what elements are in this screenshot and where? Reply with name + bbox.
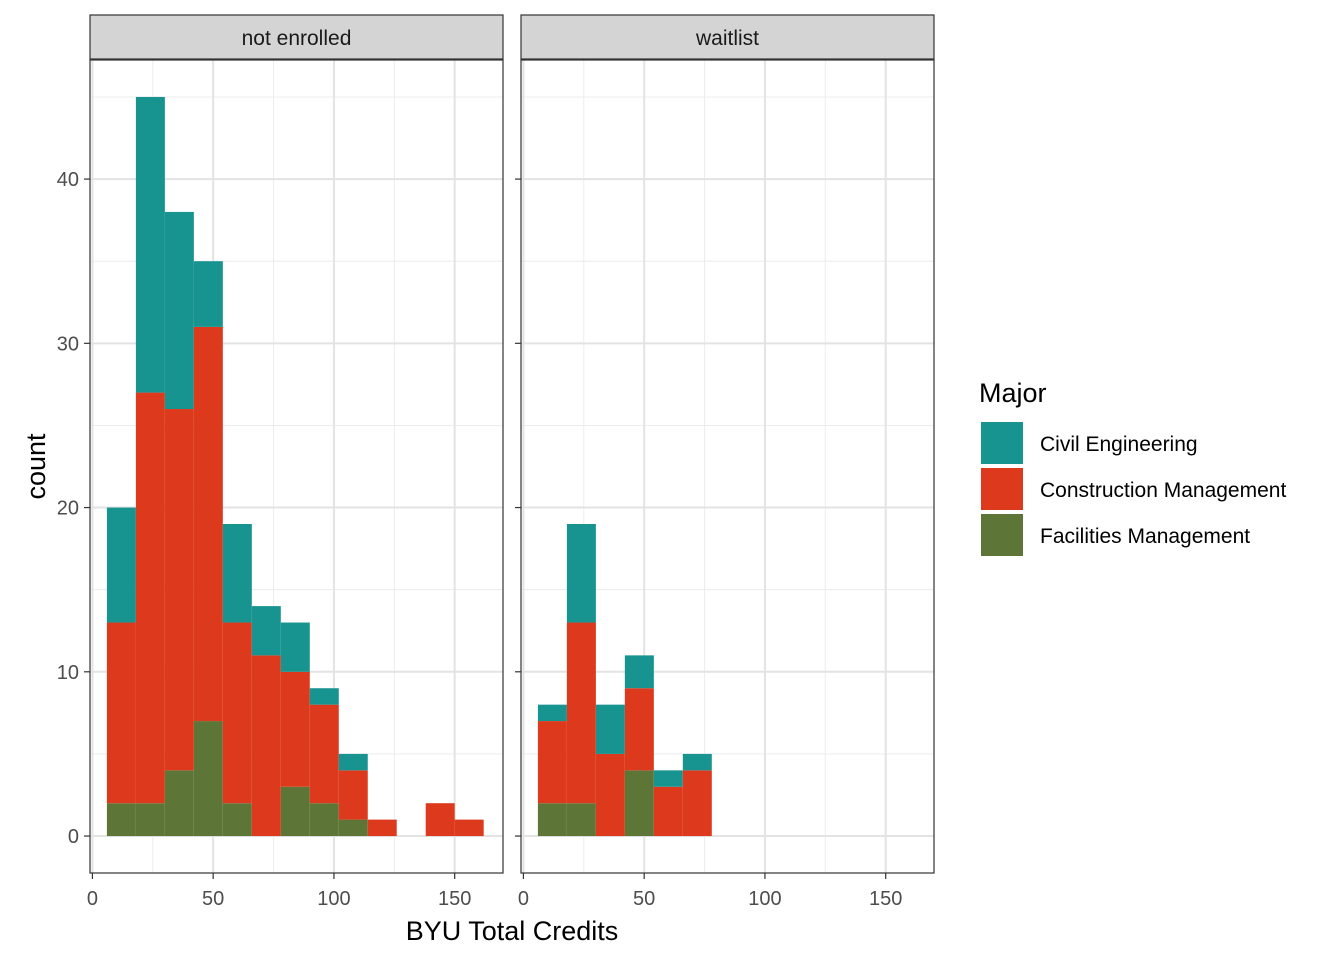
bar-segment	[566, 803, 596, 837]
legend-label: Civil Engineering	[1040, 433, 1198, 456]
bar-segment	[653, 770, 683, 787]
bar-segment	[309, 803, 339, 837]
facet-strip-label: waitlist	[695, 27, 759, 50]
bar-segment	[537, 704, 567, 722]
x-tick-label: 50	[633, 888, 655, 910]
bar-segment	[106, 622, 136, 804]
bar-segment	[280, 671, 310, 787]
bar-segment	[106, 507, 136, 623]
bar-segment	[164, 211, 194, 410]
bar-segment	[454, 819, 484, 837]
bar-segment	[164, 409, 194, 771]
bar-segment	[164, 770, 194, 837]
bar-segment	[682, 753, 712, 771]
bar-segment	[624, 688, 654, 771]
bar-segment	[595, 704, 625, 754]
x-tick-label: 0	[87, 888, 98, 910]
legend-key-2	[981, 468, 1023, 510]
bar-segment	[193, 326, 223, 722]
bar-segment	[193, 261, 223, 327]
bar-segment	[566, 523, 596, 623]
panel-border	[89, 59, 504, 874]
bar-segment	[338, 770, 368, 820]
y-tick-label: 20	[57, 498, 79, 520]
bar-segment	[309, 688, 339, 705]
legend-key-3	[981, 514, 1023, 556]
y-tick-label: 30	[57, 333, 79, 355]
bar-segment	[537, 803, 567, 837]
bar-segment	[425, 803, 455, 837]
bar-segment	[682, 770, 712, 837]
x-axis-title: BYU Total Credits	[406, 916, 619, 946]
bar-segment	[653, 786, 683, 837]
bar-segment	[624, 770, 654, 837]
bar-segment	[193, 721, 223, 837]
bar-segment	[338, 819, 368, 837]
x-tick-label: 0	[518, 888, 529, 910]
bar-segment	[624, 655, 654, 689]
legend-title: Major	[979, 378, 1047, 408]
bar-segment	[309, 704, 339, 804]
bar-segment	[595, 753, 625, 837]
legend-label: Facilities Management	[1040, 525, 1250, 548]
x-tick-label: 100	[317, 888, 350, 910]
bar-segment	[222, 803, 252, 837]
facet-strip	[520, 14, 935, 60]
facet-strip	[89, 14, 504, 60]
x-tick-label: 150	[869, 888, 902, 910]
x-tick-label: 100	[748, 888, 781, 910]
y-tick-label: 0	[68, 826, 79, 848]
bar-segment	[280, 786, 310, 837]
panel-border	[520, 59, 935, 874]
bar-segment	[251, 606, 281, 656]
y-tick-label: 10	[57, 662, 79, 684]
legend-label: Construction Management	[1040, 479, 1286, 502]
bar-segment	[566, 622, 596, 804]
bar-segment	[135, 803, 165, 837]
x-tick-label: 50	[202, 888, 224, 910]
bar-segment	[135, 392, 165, 804]
bar-segment	[280, 622, 310, 672]
bar-segment	[251, 655, 281, 837]
facet-strip-label: not enrolled	[242, 27, 352, 50]
y-axis-title: count	[21, 433, 51, 500]
bar-segment	[367, 819, 397, 837]
bar-segment	[338, 753, 368, 771]
bar-segment	[537, 721, 567, 804]
bar-segment	[222, 622, 252, 804]
bar-segment	[222, 523, 252, 623]
legend-key-1	[981, 422, 1023, 464]
bar-segment	[135, 96, 165, 393]
bar-segment	[106, 803, 136, 837]
x-tick-label: 150	[438, 888, 471, 910]
y-tick-label: 40	[57, 169, 79, 191]
